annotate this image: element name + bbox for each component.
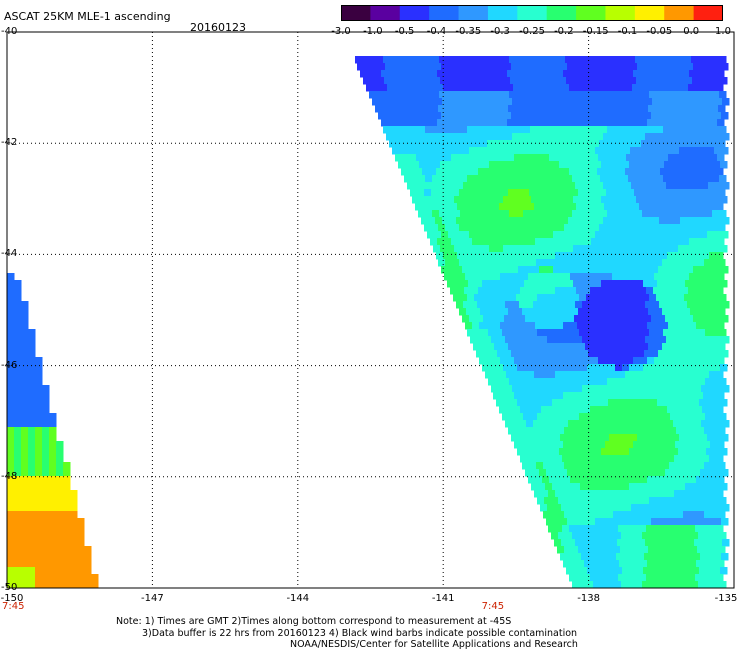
swath-west — [7, 273, 99, 589]
product-date: 20160123 — [190, 21, 246, 34]
lat-tick-label: -44 — [1, 248, 18, 260]
color-swatch — [399, 5, 430, 21]
color-swatch — [693, 5, 723, 21]
lat-tick-label: -42 — [1, 137, 18, 149]
lon-tick-label: -147 — [141, 593, 164, 604]
lon-tick-label: -135 — [714, 593, 738, 604]
color-swatch — [429, 5, 460, 21]
note-line-2: 3)Data buffer is 22 hrs from 20160123 4)… — [142, 628, 578, 639]
product-title: ASCAT 25KM MLE-1 ascending — [4, 10, 171, 23]
color-swatch — [458, 5, 489, 21]
lon-tick-label: -144 — [286, 593, 310, 604]
lon-tick-label: -138 — [577, 593, 600, 604]
time-label: 7:45 — [481, 601, 505, 612]
note-line-3: NOAA/NESDIS/Center for Satellite Applica… — [290, 639, 578, 650]
color-swatch — [487, 5, 518, 21]
map-frame — [6, 31, 735, 589]
color-swatch — [664, 5, 695, 21]
color-scale-bar — [341, 5, 723, 21]
lat-tick-label: -46 — [1, 359, 18, 371]
lat-lon-grid — [7, 32, 734, 588]
lat-tick-label: -40 — [1, 26, 18, 37]
color-swatch — [576, 5, 607, 21]
color-swatch — [546, 5, 577, 21]
lon-tick-label: -141 — [431, 593, 455, 604]
note-line-1: Note: 1) Times are GMT 2)Times along bot… — [116, 616, 512, 627]
color-swatch — [634, 5, 665, 21]
lat-tick-label: -50 — [1, 582, 18, 593]
time-label: 7:45 — [2, 601, 25, 612]
lon-tick-label: -150 — [0, 593, 24, 604]
color-swatch — [341, 5, 371, 21]
color-swatch — [370, 5, 401, 21]
color-swatch — [517, 5, 548, 21]
swath-east — [355, 56, 730, 589]
lat-tick-label: -48 — [1, 470, 18, 482]
color-swatch — [605, 5, 636, 21]
